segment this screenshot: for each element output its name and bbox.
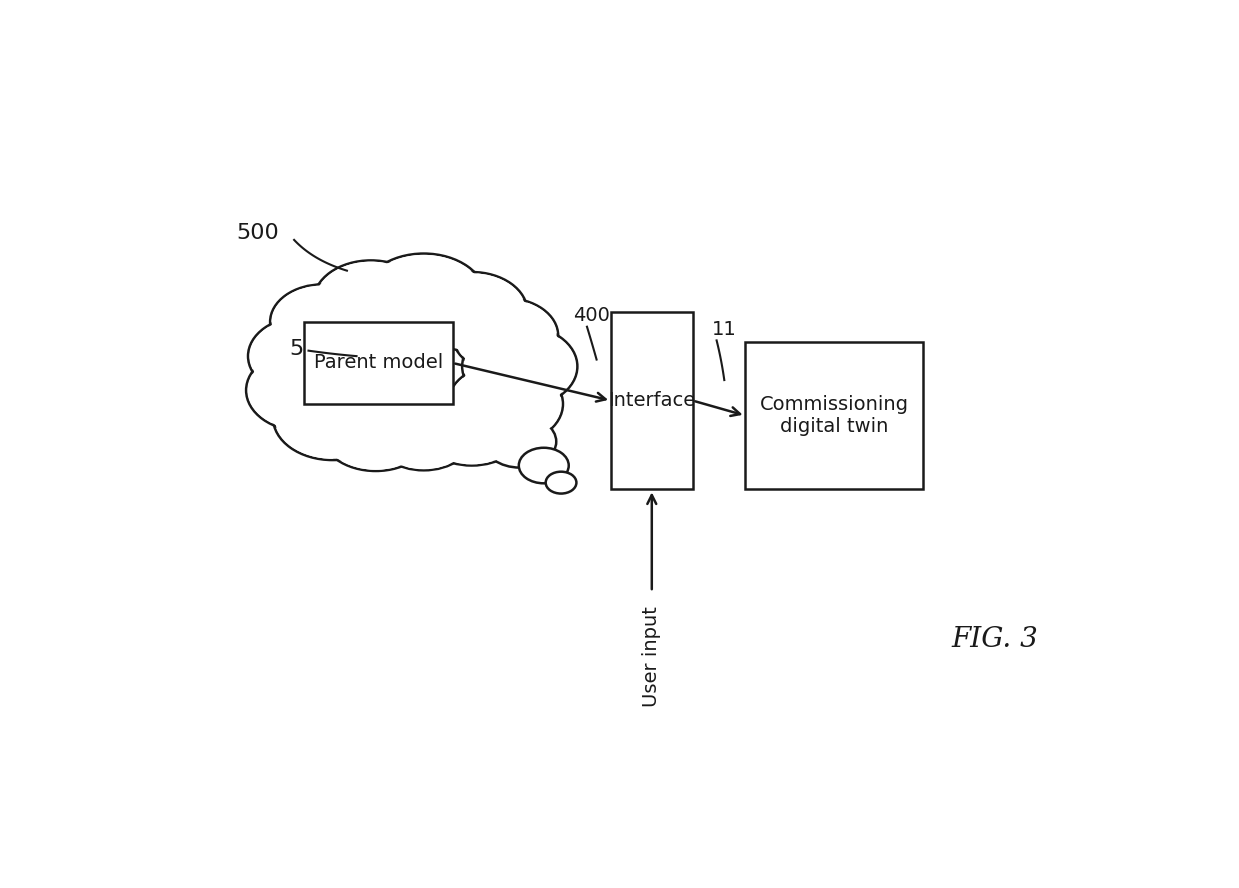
Circle shape	[519, 448, 569, 483]
Text: 400: 400	[572, 306, 610, 325]
Circle shape	[363, 255, 484, 341]
Text: Commissioning
digital twin: Commissioning digital twin	[760, 395, 908, 437]
Text: Parent model: Parent model	[313, 353, 442, 372]
Circle shape	[416, 272, 528, 352]
Circle shape	[322, 392, 430, 470]
Circle shape	[362, 254, 486, 343]
Circle shape	[275, 377, 390, 459]
Circle shape	[450, 364, 561, 444]
Circle shape	[248, 316, 359, 396]
Circle shape	[320, 392, 431, 471]
FancyBboxPatch shape	[746, 343, 923, 489]
Circle shape	[313, 260, 429, 343]
Circle shape	[452, 298, 559, 373]
FancyBboxPatch shape	[611, 312, 693, 489]
Circle shape	[315, 262, 426, 341]
Text: 5: 5	[290, 339, 304, 360]
Text: FIG. 3: FIG. 3	[952, 626, 1038, 654]
Circle shape	[463, 327, 576, 406]
Circle shape	[545, 472, 576, 494]
Text: User input: User input	[642, 606, 662, 707]
Circle shape	[455, 299, 556, 372]
Circle shape	[483, 416, 556, 468]
Text: Interface: Interface	[608, 391, 695, 410]
Circle shape	[271, 285, 374, 359]
Circle shape	[270, 284, 375, 360]
Circle shape	[418, 274, 525, 350]
Circle shape	[290, 298, 404, 380]
FancyBboxPatch shape	[304, 322, 452, 404]
Circle shape	[419, 391, 524, 465]
Circle shape	[273, 376, 392, 460]
Circle shape	[291, 299, 403, 379]
Text: 11: 11	[711, 320, 736, 339]
Circle shape	[462, 325, 577, 408]
Circle shape	[248, 351, 359, 430]
Circle shape	[447, 363, 563, 445]
Circle shape	[247, 349, 362, 432]
Circle shape	[375, 400, 472, 469]
Text: 500: 500	[237, 223, 279, 243]
Circle shape	[250, 318, 358, 394]
Circle shape	[374, 400, 473, 471]
Circle shape	[420, 392, 523, 464]
